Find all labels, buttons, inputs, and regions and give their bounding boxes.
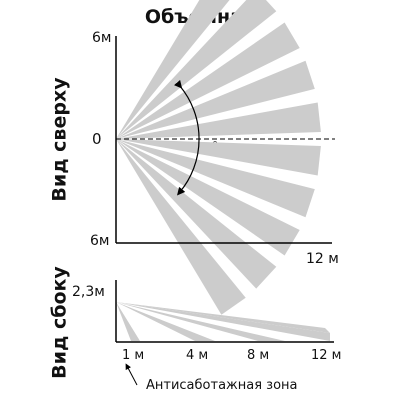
top-view-y-bottom-label: 6м bbox=[90, 233, 110, 249]
top-beam-9 bbox=[116, 139, 277, 289]
side-tick-4m: 4 м bbox=[186, 348, 209, 363]
top-beam-6 bbox=[116, 139, 321, 176]
side-tick-1m: 1 м bbox=[122, 348, 145, 363]
side-beam-4 bbox=[116, 302, 215, 341]
top-view-y-zero-label: 0 bbox=[92, 130, 102, 148]
top-beam-10 bbox=[116, 139, 246, 315]
side-view-beams bbox=[116, 302, 330, 341]
top-beam-5 bbox=[116, 102, 321, 139]
side-tick-8m: 8 м bbox=[247, 348, 270, 363]
top-view-beams bbox=[116, 0, 321, 315]
top-beam-2 bbox=[116, 0, 277, 139]
top-beam-1 bbox=[116, 0, 230, 139]
side-view-height-label: 2,3м bbox=[72, 284, 105, 300]
anti-sabotage-arrow bbox=[125, 363, 138, 386]
top-beam-7 bbox=[116, 139, 315, 218]
top-view-x-end-label: 12 м bbox=[306, 251, 339, 267]
top-beam-4 bbox=[116, 60, 315, 140]
angle-arc-arrow bbox=[173, 79, 200, 196]
side-beam-3 bbox=[116, 302, 285, 341]
top-beam-3 bbox=[116, 22, 300, 139]
anti-sabotage-zone-label: Антисаботажная зона bbox=[146, 378, 298, 393]
side-beam-5 bbox=[116, 302, 140, 341]
top-beam-8 bbox=[116, 139, 300, 256]
side-beam-1 bbox=[116, 302, 330, 341]
top-view-y-top-label: 6м bbox=[92, 30, 112, 46]
side-beam-2 bbox=[116, 302, 330, 333]
side-tick-12m: 12 м bbox=[311, 348, 342, 363]
